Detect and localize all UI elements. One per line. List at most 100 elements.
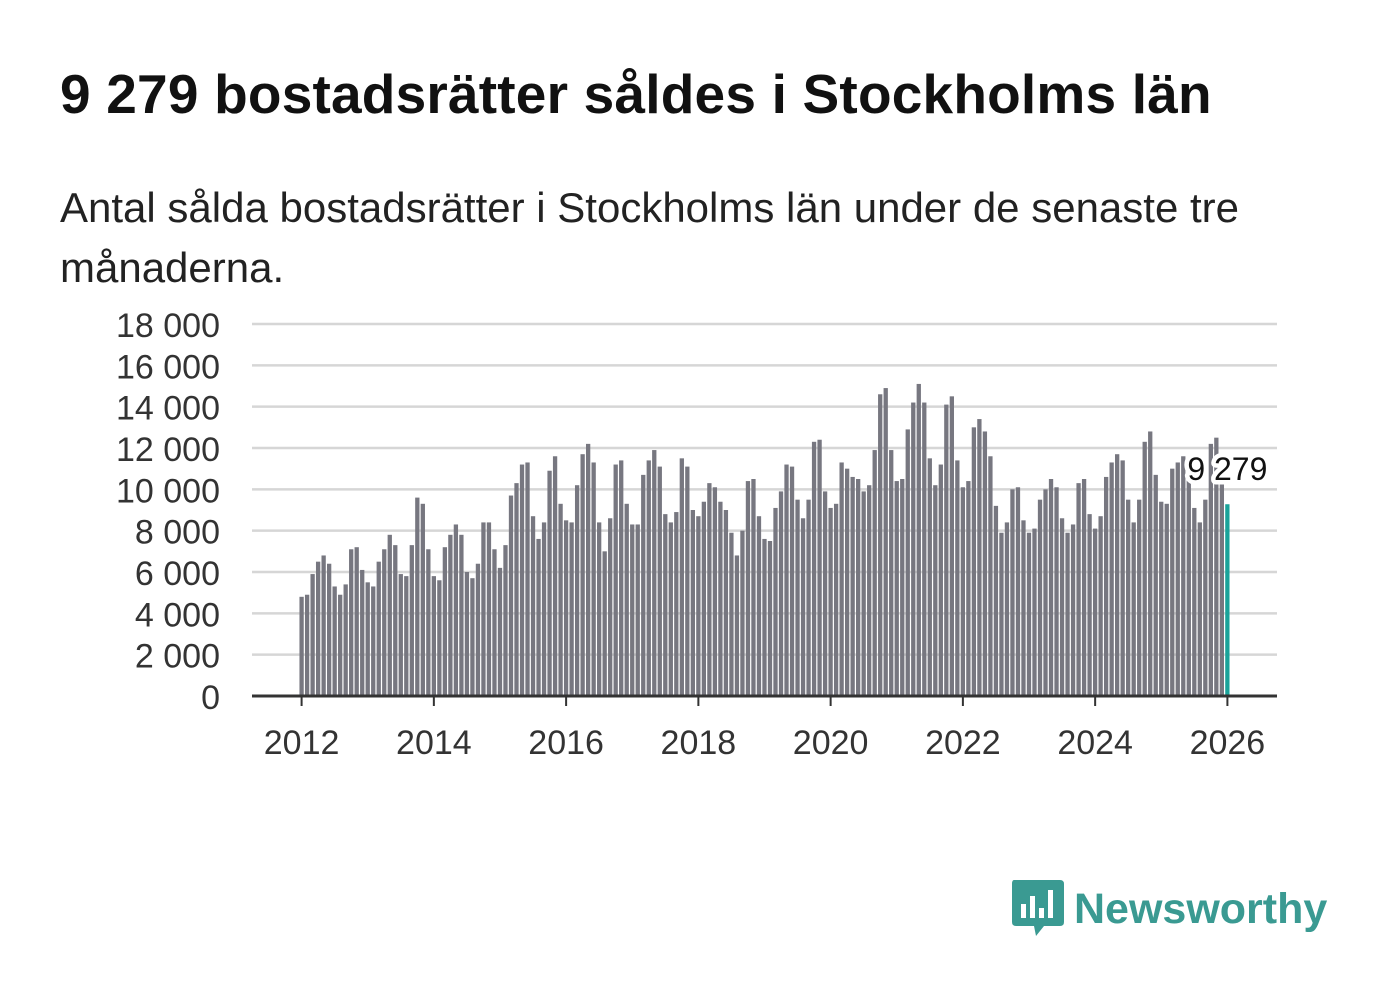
bar [839,462,844,696]
bar [955,460,960,696]
bar [574,485,580,696]
bar [822,491,828,696]
bar [778,491,784,696]
bar [1126,499,1131,696]
bar [652,450,657,696]
bar [685,466,690,696]
bar [602,551,607,696]
bar [900,479,905,696]
bar [889,450,894,696]
y-tick-label: 14 000 [116,390,220,428]
bar [464,572,470,696]
bar [679,458,684,696]
bar [508,495,514,696]
bar [916,383,921,696]
bar [398,574,403,696]
bar [1087,514,1092,696]
bar [856,479,861,696]
bar [371,586,376,696]
bar [299,596,304,696]
bar [481,522,486,696]
bar [729,532,734,696]
bars [299,383,1230,696]
bar [1043,489,1048,696]
bar [933,485,938,696]
bar [971,427,977,696]
bar [927,458,932,696]
bar [525,462,530,696]
y-tick-label: 4 000 [135,596,220,634]
bar [905,429,910,696]
bar [988,456,993,696]
x-tick-label: 2020 [793,724,869,762]
bar [619,460,624,696]
bar [635,524,640,696]
bar [1037,499,1043,696]
bar [580,454,585,696]
bar [630,524,635,696]
bar [745,481,751,696]
bar [1070,524,1076,696]
brand-name: Newsworthy [1074,884,1328,933]
bar [332,586,337,696]
bar [1103,476,1109,696]
bar [883,388,888,696]
x-tick-label: 2014 [396,724,472,762]
value-label: 9 279 [1187,451,1267,487]
bar [321,555,326,696]
bar [872,450,877,696]
bar [1098,516,1103,696]
bar [740,530,745,696]
bar [993,505,999,696]
bar [597,522,602,696]
bar [1092,528,1098,696]
bar [315,561,321,696]
bar [1197,522,1202,696]
bar [878,394,883,696]
bar [475,563,481,696]
bar [784,464,789,696]
bar [514,483,519,696]
bar [795,499,800,696]
bar [349,549,354,696]
bar [1032,528,1037,696]
bar [762,538,767,696]
bar [1148,431,1153,696]
bar [415,497,420,696]
bar [304,594,310,696]
bar [1192,507,1197,696]
x-tick-label: 2024 [1057,724,1133,762]
x-tick-label: 2018 [661,724,737,762]
bar [773,507,778,696]
bar [668,522,673,696]
bar [1203,499,1208,696]
bar [938,464,943,696]
bar [1159,501,1164,696]
bar [966,481,971,696]
bar [1186,468,1191,696]
bar [343,584,348,696]
bar [999,532,1004,696]
bar [828,507,833,696]
x-tick-label: 2016 [528,724,604,762]
bar [354,547,359,696]
bar [569,522,574,696]
bar [404,576,409,696]
bar [431,576,436,696]
bar [310,574,315,696]
bar [327,563,332,696]
bar [646,460,651,696]
bar [867,485,872,696]
bar [1081,479,1087,696]
bar [613,464,618,696]
bar [442,547,448,696]
bar [382,549,387,696]
bar [1153,474,1158,696]
bar [1004,522,1010,696]
bar [541,522,547,696]
bar [949,396,954,696]
bar [817,439,822,696]
bar [1048,479,1054,696]
brand-logo: Newsworthy [1010,878,1327,940]
bar [585,443,591,696]
